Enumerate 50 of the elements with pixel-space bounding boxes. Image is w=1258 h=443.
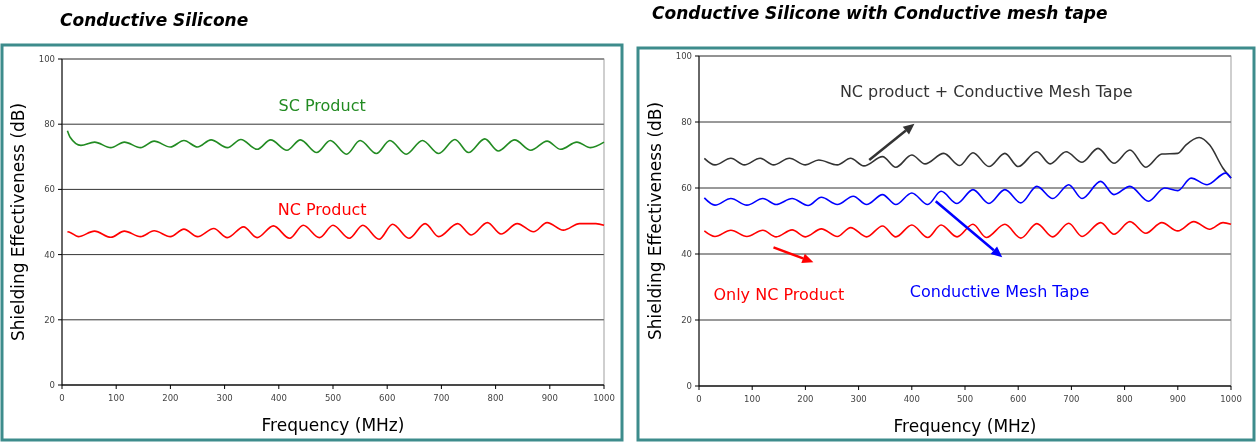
- y-tick-label: 100: [675, 50, 692, 61]
- x-tick-label: 100: [108, 393, 125, 403]
- x-tick-label: 900: [541, 393, 558, 403]
- y-tick-label: 60: [44, 184, 55, 195]
- x-tick-label: 200: [797, 394, 814, 404]
- x-tick-label: 100: [744, 394, 761, 404]
- line-series: [703, 136, 1232, 179]
- x-tick-label: 700: [433, 393, 450, 403]
- x-tick-label: 500: [956, 394, 974, 404]
- y-tick-label: 20: [681, 314, 692, 325]
- y-tick-label: 40: [681, 248, 692, 259]
- y-tick-label: 20: [44, 314, 55, 325]
- y-tick-label: 0: [49, 379, 55, 390]
- x-tick-label: 800: [487, 393, 504, 403]
- x-tick-label: 500: [324, 393, 342, 403]
- x-tick-label: 0: [696, 394, 702, 404]
- line-series: [703, 172, 1232, 207]
- text: NC product + Conductive Mesh Tape: [839, 82, 1133, 102]
- x-tick-label: 700: [1063, 394, 1080, 404]
- x-tick-label: 400: [903, 394, 920, 404]
- x-tick-label: 800: [1116, 394, 1133, 404]
- x-tick-label: 300: [216, 393, 233, 403]
- y-axis-title: Shielding Effectiveness (dB): [8, 102, 28, 342]
- text: Conductive Mesh Tape: [909, 281, 1090, 301]
- text: Only NC Product: [713, 285, 845, 305]
- x-axis-title: Frequency (MHz): [261, 415, 405, 435]
- y-tick-label: 0: [686, 380, 692, 391]
- y-tick-label: 100: [38, 53, 55, 64]
- x-tick-label: 200: [162, 393, 179, 403]
- chart-title: Conductive Silicone with Conductive mesh tape: [652, 3, 1108, 23]
- y-axis-title: Shielding Effectiveness (dB): [645, 101, 665, 341]
- x-axis-title: Frequency (MHz): [893, 416, 1037, 436]
- y-tick-label: 40: [44, 249, 55, 260]
- chart-title: Conductive Silicone: [60, 10, 249, 30]
- x-tick-label: 1000: [593, 393, 615, 403]
- x-tick-label: 400: [270, 393, 287, 403]
- line-series: [703, 220, 1232, 239]
- line-series: [66, 129, 605, 155]
- x-tick-label: 1000: [1220, 394, 1242, 404]
- y-tick-label: 60: [681, 182, 692, 193]
- line-series: [66, 221, 605, 241]
- x-tick-label: 0: [59, 393, 65, 403]
- x-tick-label: 300: [850, 394, 867, 404]
- y-tick-label: 80: [681, 116, 692, 127]
- x-tick-label: 900: [1169, 394, 1186, 404]
- y-tick-label: 80: [44, 119, 55, 130]
- series-label: NC Product: [277, 200, 367, 220]
- x-tick-label: 600: [1010, 394, 1027, 404]
- x-tick-label: 600: [379, 393, 396, 403]
- series-label: SC Product: [278, 96, 366, 116]
